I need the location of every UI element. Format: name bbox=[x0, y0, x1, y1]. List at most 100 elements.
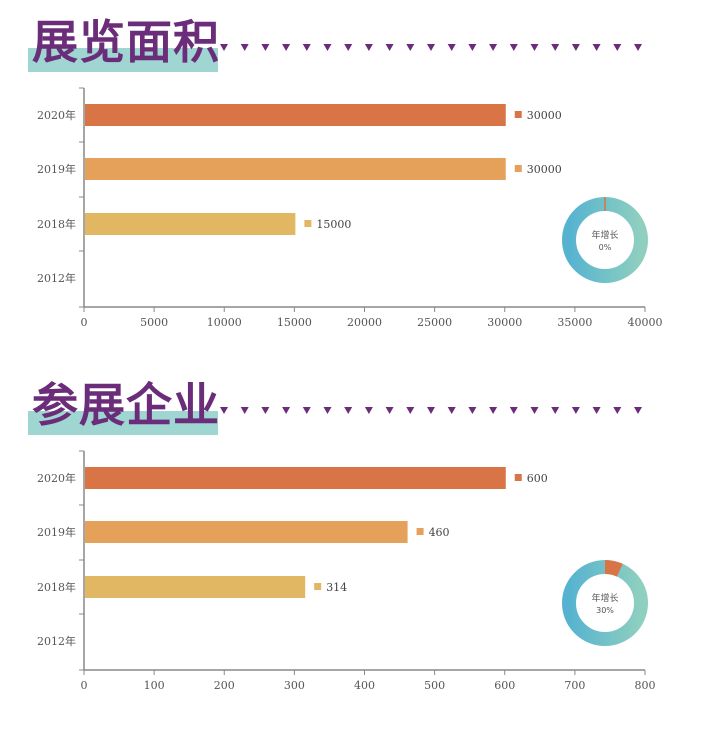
divider-triangle bbox=[220, 407, 228, 414]
divider-triangle bbox=[551, 44, 560, 51]
x-tick-label: 200 bbox=[214, 679, 235, 692]
divider-triangle bbox=[509, 44, 518, 51]
divider-triangle bbox=[427, 407, 435, 414]
data-label: 600 bbox=[527, 472, 548, 485]
divider-triangle bbox=[302, 44, 311, 51]
bar-chart: 0 100 200 300 400 500 600 700 800 2020年 600 2019年 46… bbox=[37, 407, 656, 692]
data-label: 460 bbox=[429, 526, 450, 539]
data-label: 30000 bbox=[527, 163, 562, 176]
divider-triangle bbox=[282, 44, 291, 51]
divider-triangle bbox=[406, 407, 415, 414]
divider-triangle bbox=[447, 44, 456, 51]
title-highlight-band bbox=[28, 48, 218, 72]
chart-title: 展览面积 bbox=[32, 15, 220, 69]
divider-triangle bbox=[489, 407, 498, 414]
x-tick-label: 300 bbox=[284, 679, 305, 692]
divider-triangle bbox=[447, 407, 456, 414]
x-tick-label: 500 bbox=[424, 679, 445, 692]
divider-triangle bbox=[385, 407, 394, 414]
triangle-divider bbox=[220, 44, 642, 51]
divider-triangle bbox=[592, 44, 601, 51]
category-label: 2012年 bbox=[37, 634, 76, 648]
divider-triangle bbox=[571, 407, 580, 414]
label-marker bbox=[314, 583, 322, 590]
divider-triangle bbox=[220, 44, 228, 51]
category-label: 2018年 bbox=[37, 217, 76, 231]
divider-triangle bbox=[364, 407, 373, 414]
divider-triangle bbox=[592, 407, 601, 414]
donut-value: 30% bbox=[596, 606, 614, 615]
divider-triangle bbox=[323, 407, 332, 414]
section-exhibitors: 参展企业 0 100 200 300 400 500 600 700 800 2020年 600 20… bbox=[0, 377, 723, 707]
divider-triangle bbox=[302, 407, 311, 414]
divider-triangle bbox=[344, 407, 353, 414]
divider-triangle bbox=[634, 44, 642, 51]
divider-triangle bbox=[323, 44, 332, 51]
x-tick-label: 15000 bbox=[277, 316, 312, 329]
x-tick-label: 600 bbox=[494, 679, 515, 692]
x-tick-label: 0 bbox=[81, 316, 88, 329]
bar bbox=[85, 104, 506, 126]
bar bbox=[85, 467, 506, 489]
x-tick-label: 25000 bbox=[417, 316, 452, 329]
donut-label: 年增长 bbox=[591, 229, 618, 241]
divider-triangle bbox=[385, 44, 394, 51]
divider-triangle bbox=[551, 407, 560, 414]
category-label: 2019年 bbox=[37, 525, 76, 539]
divider-triangle bbox=[282, 407, 291, 414]
category-label: 2020年 bbox=[37, 108, 76, 122]
divider-triangle bbox=[261, 44, 270, 51]
x-tick-label: 40000 bbox=[628, 316, 663, 329]
label-marker bbox=[416, 528, 424, 535]
x-tick-label: 400 bbox=[354, 679, 375, 692]
label-marker bbox=[514, 474, 522, 481]
category-label: 2019年 bbox=[37, 162, 76, 176]
divider-triangle bbox=[344, 44, 353, 51]
bar bbox=[85, 213, 296, 235]
label-marker bbox=[514, 165, 522, 172]
divider-triangle bbox=[261, 407, 270, 414]
section-exhibition-area: 展览面积 0 5000 10000 15000 20000 25000 30000 35000… bbox=[0, 14, 723, 344]
x-tick-label: 800 bbox=[635, 679, 656, 692]
divider-triangle bbox=[489, 44, 498, 51]
growth-donut: 年增长 0% bbox=[562, 197, 648, 283]
x-tick-label: 10000 bbox=[207, 316, 242, 329]
category-label: 2018年 bbox=[37, 580, 76, 594]
divider-triangle bbox=[613, 407, 622, 414]
category-label: 2020年 bbox=[37, 471, 76, 485]
divider-triangle bbox=[240, 407, 249, 414]
divider-triangle bbox=[613, 44, 622, 51]
triangle-divider bbox=[220, 407, 642, 414]
data-label: 15000 bbox=[316, 218, 351, 231]
divider-triangle bbox=[406, 44, 415, 51]
bar bbox=[85, 521, 408, 543]
label-marker bbox=[304, 220, 312, 227]
x-tick-label: 0 bbox=[81, 679, 88, 692]
donut-growth-slice bbox=[605, 560, 623, 577]
x-tick-label: 30000 bbox=[487, 316, 522, 329]
divider-triangle bbox=[468, 44, 477, 51]
chart-title: 参展企业 bbox=[32, 378, 220, 432]
bar bbox=[85, 158, 506, 180]
x-tick-label: 100 bbox=[144, 679, 165, 692]
data-label: 30000 bbox=[527, 109, 562, 122]
donut-value: 0% bbox=[599, 243, 612, 252]
divider-triangle bbox=[427, 44, 435, 51]
divider-triangle bbox=[530, 44, 539, 51]
category-label: 2012年 bbox=[37, 271, 76, 285]
x-tick-label: 5000 bbox=[140, 316, 168, 329]
x-tick-label: 700 bbox=[564, 679, 585, 692]
divider-triangle bbox=[240, 44, 249, 51]
bar-chart: 0 5000 10000 15000 20000 25000 30000 35000 40000… bbox=[37, 44, 663, 329]
divider-triangle bbox=[468, 407, 477, 414]
divider-triangle bbox=[509, 407, 518, 414]
data-label: 314 bbox=[326, 581, 347, 594]
x-tick-label: 35000 bbox=[557, 316, 592, 329]
x-tick-label: 20000 bbox=[347, 316, 382, 329]
bar bbox=[85, 576, 306, 598]
divider-triangle bbox=[634, 407, 642, 414]
divider-triangle bbox=[364, 44, 373, 51]
title-highlight-band bbox=[28, 411, 218, 435]
divider-triangle bbox=[571, 44, 580, 51]
growth-donut: 年增长 30% bbox=[562, 560, 648, 646]
